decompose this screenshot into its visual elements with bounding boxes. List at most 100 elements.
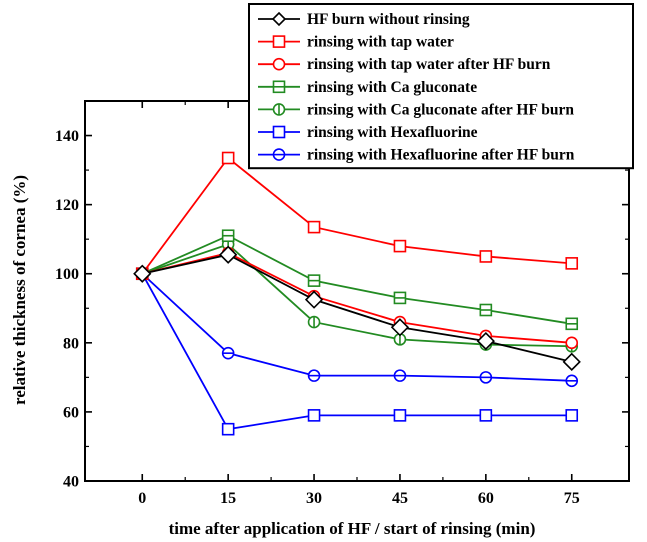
marker-shape — [393, 239, 407, 253]
series-5 — [135, 238, 579, 353]
legend: HF burn without rinsing rinsing with tap … — [248, 3, 634, 170]
data-point — [221, 229, 235, 243]
data-point — [307, 369, 321, 382]
legend-box — [248, 3, 634, 170]
data-point — [307, 274, 321, 287]
legend-item-6: rinsing with Hexafluorine — [258, 124, 478, 141]
y-tick-label: 100 — [55, 266, 79, 283]
marker-shape — [476, 331, 495, 351]
x-tick-label: 45 — [392, 490, 408, 507]
data-point — [565, 336, 579, 350]
series-layer — [133, 151, 581, 436]
legend-marker — [272, 103, 286, 116]
legend-item-5: rinsing with Ca gluconate after HF burn — [258, 101, 574, 118]
marker-shape — [307, 220, 321, 234]
legend-item-2: rinsing with tap water — [258, 34, 454, 51]
data-point — [565, 317, 579, 331]
legend-marker — [272, 57, 286, 71]
data-point — [479, 250, 493, 263]
data-point — [393, 369, 407, 382]
marker-shape — [219, 245, 238, 264]
data-point — [393, 291, 407, 305]
series-line — [141, 273, 572, 382]
data-point — [565, 409, 579, 422]
data-point — [479, 371, 493, 384]
legend-item-3: rinsing with tap water after HF burn — [258, 56, 551, 73]
legend-item-7: rinsing with Hexafluorine after HF burn — [258, 147, 575, 164]
marker-shape — [307, 409, 321, 422]
marker-shape — [272, 125, 286, 139]
y-tick-label: 40 — [63, 474, 79, 491]
y-tick-label: 120 — [55, 197, 79, 214]
data-point — [307, 315, 321, 329]
x-tick-label: 0 — [138, 490, 146, 507]
legend-marker — [271, 11, 287, 27]
legend-label: rinsing with tap water after HF burn — [307, 56, 551, 73]
legend-marker — [272, 80, 286, 94]
data-point — [565, 257, 579, 270]
legend-label: rinsing with Ca gluconate — [307, 79, 477, 96]
legend-label: rinsing with Hexafluorine after HF burn — [307, 147, 575, 164]
series-line — [141, 273, 572, 431]
marker-shape — [304, 290, 324, 309]
series-3 — [135, 246, 579, 350]
x-axis-title: time after application of HF / start of … — [169, 519, 536, 538]
marker-shape — [479, 409, 493, 422]
data-point — [476, 331, 495, 351]
data-point — [393, 239, 407, 253]
legend-label: rinsing with Ca gluconate after HF burn — [307, 101, 574, 118]
marker-shape — [221, 422, 235, 436]
series-7 — [135, 267, 579, 388]
x-tick-label: 15 — [220, 490, 236, 507]
legend-item-1: HF burn without rinsing — [258, 11, 470, 28]
series-line — [142, 252, 572, 344]
marker-shape — [271, 11, 287, 27]
legend-label: rinsing with tap water — [307, 34, 454, 51]
y-axis-title: relative thickness of cornea (%) — [10, 175, 29, 405]
series-4 — [135, 229, 579, 331]
legend-label: HF burn without rinsing — [307, 11, 470, 28]
x-tick-label: 75 — [564, 490, 580, 507]
data-point — [307, 409, 321, 422]
series-line — [141, 156, 572, 275]
data-point — [307, 220, 321, 234]
data-point — [304, 290, 324, 309]
marker-shape — [565, 409, 579, 422]
series-line — [141, 234, 572, 325]
data-point — [219, 245, 238, 264]
x-tick-label: 30 — [306, 490, 322, 507]
legend-marker — [272, 125, 286, 139]
data-point — [221, 151, 235, 165]
legend-item-4: rinsing with Ca gluconate — [258, 79, 477, 96]
y-tick-label: 60 — [63, 404, 79, 421]
marker-shape — [565, 257, 579, 270]
marker-shape — [393, 409, 407, 422]
data-point — [133, 264, 152, 283]
marker-shape — [390, 318, 410, 337]
y-tick-label: 140 — [55, 128, 79, 145]
legend-label: rinsing with Hexafluorine — [307, 124, 478, 141]
data-point — [565, 374, 579, 388]
x-tick-label: 60 — [478, 490, 494, 507]
data-point — [393, 409, 407, 422]
series-1 — [133, 245, 581, 371]
data-point — [390, 318, 410, 337]
data-point — [479, 409, 493, 422]
marker-shape — [272, 35, 286, 48]
marker-shape — [221, 151, 235, 165]
series-6 — [135, 267, 579, 436]
marker-shape — [479, 250, 493, 263]
legend-marker — [272, 148, 286, 161]
series-line — [142, 253, 572, 363]
legend-marker — [272, 35, 286, 48]
data-point — [562, 352, 581, 371]
data-point — [221, 422, 235, 436]
marker-shape — [272, 57, 286, 71]
data-point — [479, 303, 493, 317]
marker-shape — [565, 336, 579, 350]
marker-shape — [133, 264, 152, 283]
data-point — [221, 346, 235, 360]
y-tick-label: 80 — [63, 335, 79, 352]
marker-shape — [562, 352, 581, 371]
